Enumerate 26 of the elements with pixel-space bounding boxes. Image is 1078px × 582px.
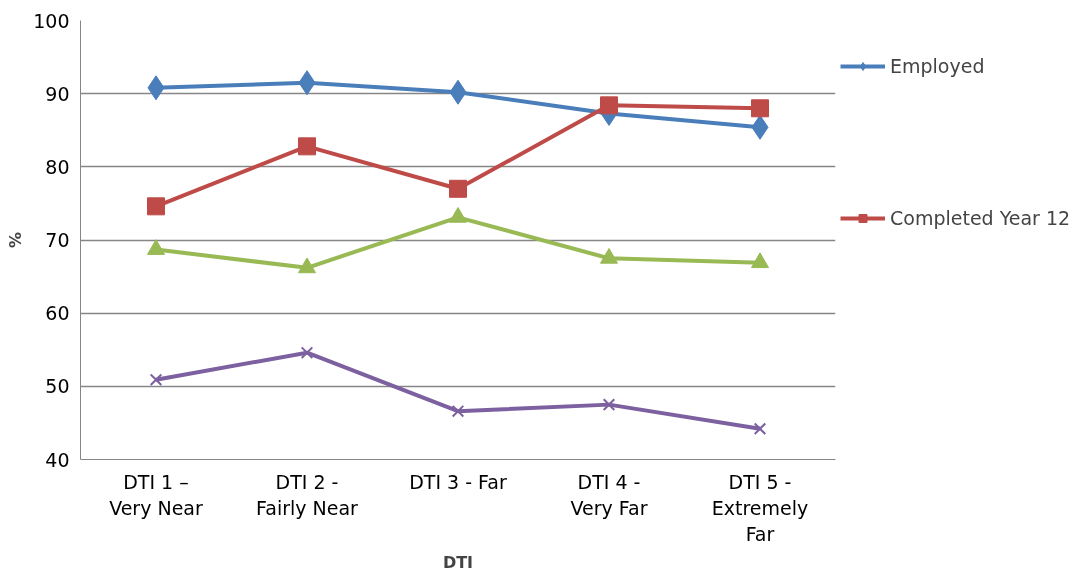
y-tick-label: 80 (45, 155, 70, 178)
x-tick-label: DTI 4 - Very Far (570, 470, 648, 519)
x-axis-title: DTI (442, 553, 474, 573)
point (753, 422, 767, 436)
y-tick-label: 50 (45, 375, 70, 398)
x-tick-label: DTI 5 - Extremely Far (711, 470, 809, 546)
point (751, 99, 769, 118)
legend-label: Employed (890, 55, 985, 77)
x-tick-label: DTI 3 - Far (409, 470, 507, 493)
point (298, 137, 316, 156)
x-tick-label: DTI 1 – Very Near (109, 470, 204, 519)
point (149, 373, 163, 387)
y-tick-label: 70 (45, 229, 70, 251)
legend-label: Completed Year 12 (890, 207, 1071, 229)
point (600, 96, 618, 115)
y-axis-title: % (6, 231, 26, 249)
y-tick-label: 100 (33, 9, 70, 32)
point (147, 197, 165, 216)
point (602, 398, 616, 411)
point (300, 346, 314, 359)
y-tick-label: 60 (45, 302, 70, 325)
x-tick-label: DTI 2 - Fairly Near (256, 470, 359, 519)
point (449, 179, 467, 198)
y-tick-label: 40 (45, 448, 70, 471)
point (451, 404, 465, 418)
y-tick-label: 90 (45, 82, 70, 105)
